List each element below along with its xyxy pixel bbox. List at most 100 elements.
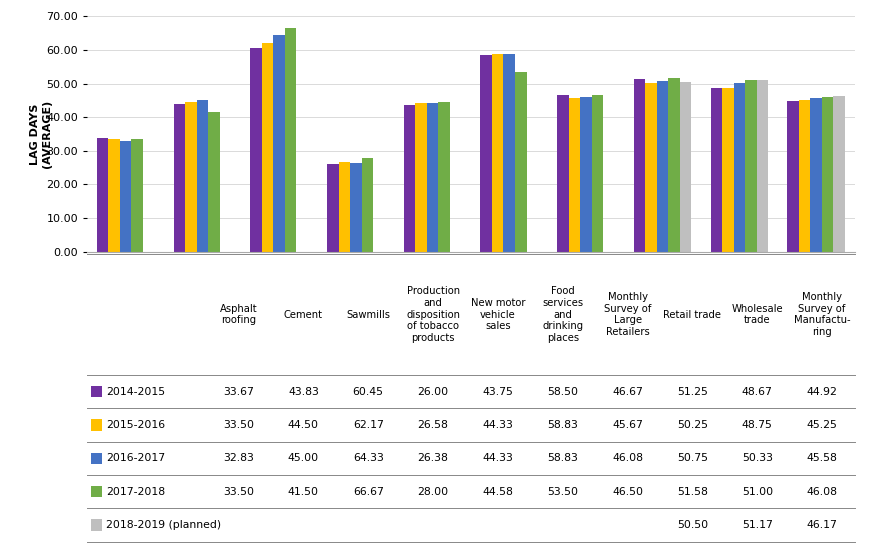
Bar: [327, 164, 338, 252]
Text: Cement: Cement: [284, 310, 323, 319]
Bar: [250, 49, 262, 252]
Text: 33.67: 33.67: [223, 387, 254, 397]
Text: 64.33: 64.33: [353, 453, 384, 463]
Bar: [185, 102, 196, 252]
Bar: [350, 163, 362, 252]
Text: 41.50: 41.50: [288, 487, 319, 497]
Text: 45.58: 45.58: [807, 453, 838, 463]
Y-axis label: LAG DAYS
(AVERAGE): LAG DAYS (AVERAGE): [30, 100, 51, 168]
Text: 50.33: 50.33: [742, 453, 773, 463]
Bar: [834, 96, 845, 252]
Bar: [515, 72, 527, 252]
Text: Monthly
Survey of
Large
Retailers: Monthly Survey of Large Retailers: [604, 292, 651, 337]
Bar: [415, 103, 426, 252]
Bar: [196, 101, 208, 252]
Text: 26.00: 26.00: [418, 387, 449, 397]
Bar: [669, 78, 680, 252]
Bar: [174, 104, 185, 252]
Text: Asphalt
roofing: Asphalt roofing: [220, 304, 257, 325]
Text: 51.00: 51.00: [742, 487, 773, 497]
Bar: [580, 97, 592, 252]
Bar: [822, 97, 834, 252]
Text: 45.25: 45.25: [807, 420, 838, 430]
Bar: [711, 88, 722, 252]
Text: 26.38: 26.38: [418, 453, 448, 463]
Text: 46.08: 46.08: [807, 487, 838, 497]
Text: 33.50: 33.50: [223, 487, 254, 497]
Text: 28.00: 28.00: [418, 487, 449, 497]
Bar: [757, 80, 768, 252]
Text: 66.67: 66.67: [353, 487, 384, 497]
Bar: [285, 27, 296, 252]
Text: 45.67: 45.67: [612, 420, 643, 430]
Bar: [108, 139, 119, 252]
Text: 51.58: 51.58: [677, 487, 708, 497]
Bar: [503, 54, 515, 252]
Bar: [208, 112, 220, 252]
Text: Production
and
disposition
of tobacco
products: Production and disposition of tobacco pr…: [406, 287, 460, 343]
Text: 43.75: 43.75: [482, 387, 514, 397]
Text: 50.25: 50.25: [677, 420, 708, 430]
Bar: [733, 83, 746, 252]
Bar: [273, 36, 285, 252]
Text: 58.50: 58.50: [548, 387, 578, 397]
Text: 58.83: 58.83: [548, 420, 578, 430]
Bar: [119, 141, 132, 252]
Bar: [132, 139, 143, 252]
Bar: [592, 95, 603, 252]
Bar: [404, 104, 415, 252]
Text: 45.00: 45.00: [288, 453, 319, 463]
Text: 46.50: 46.50: [612, 487, 644, 497]
Text: 48.67: 48.67: [742, 387, 773, 397]
Text: Sawmills: Sawmills: [346, 310, 391, 319]
Bar: [645, 83, 657, 252]
Text: 48.75: 48.75: [742, 420, 773, 430]
Text: 50.75: 50.75: [677, 453, 708, 463]
Text: 44.92: 44.92: [807, 387, 838, 397]
Bar: [680, 82, 691, 252]
Text: 46.67: 46.67: [612, 387, 643, 397]
Bar: [426, 103, 439, 252]
Bar: [480, 55, 492, 252]
Text: 46.17: 46.17: [807, 520, 838, 530]
Text: 46.08: 46.08: [612, 453, 644, 463]
Text: 50.50: 50.50: [677, 520, 708, 530]
Text: Retail trade: Retail trade: [664, 310, 721, 319]
Bar: [492, 54, 503, 252]
Text: 2016-2017: 2016-2017: [106, 453, 166, 463]
Bar: [362, 158, 373, 252]
Bar: [557, 95, 569, 252]
Bar: [338, 162, 350, 252]
Bar: [634, 79, 645, 252]
Bar: [657, 81, 669, 252]
Text: 58.83: 58.83: [548, 453, 578, 463]
Text: 51.25: 51.25: [677, 387, 708, 397]
Text: Food
services
and
drinking
places: Food services and drinking places: [542, 287, 583, 343]
Text: 26.58: 26.58: [418, 420, 448, 430]
Text: 51.17: 51.17: [742, 520, 773, 530]
Text: 62.17: 62.17: [353, 420, 384, 430]
Bar: [722, 88, 733, 252]
Text: 53.50: 53.50: [548, 487, 578, 497]
Text: 2014-2015: 2014-2015: [106, 387, 166, 397]
Bar: [569, 98, 580, 252]
Bar: [810, 98, 822, 252]
Text: 2017-2018: 2017-2018: [106, 487, 166, 497]
Text: New motor
vehicle
sales: New motor vehicle sales: [471, 298, 525, 331]
Text: Monthly
Survey of
Manufactu-
ring: Monthly Survey of Manufactu- ring: [794, 292, 850, 337]
Text: 2018-2019 (planned): 2018-2019 (planned): [106, 520, 221, 530]
Bar: [262, 43, 273, 252]
Text: Wholesale
trade: Wholesale trade: [732, 304, 783, 325]
Text: 32.83: 32.83: [223, 453, 254, 463]
Bar: [787, 101, 799, 252]
Text: 2015-2016: 2015-2016: [106, 420, 166, 430]
Bar: [439, 102, 450, 252]
Text: 44.33: 44.33: [482, 420, 514, 430]
Text: 33.50: 33.50: [223, 420, 254, 430]
Bar: [799, 100, 810, 252]
Text: 43.83: 43.83: [288, 387, 319, 397]
Text: 44.50: 44.50: [288, 420, 319, 430]
Bar: [746, 80, 757, 252]
Text: 60.45: 60.45: [353, 387, 384, 397]
Bar: [97, 138, 108, 252]
